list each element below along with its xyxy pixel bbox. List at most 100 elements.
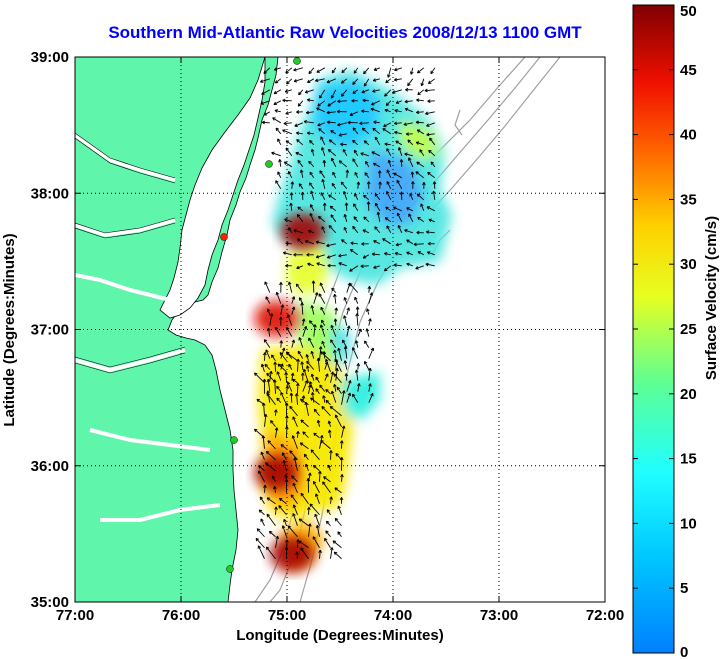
velocity-arrow bbox=[386, 148, 392, 157]
velocity-arrow bbox=[291, 435, 298, 449]
velocity-arrow bbox=[318, 549, 322, 559]
velocity-arrow bbox=[363, 78, 370, 87]
velocity-arrow bbox=[316, 107, 325, 113]
velocity-arrow bbox=[336, 386, 342, 394]
velocity-arrow bbox=[318, 346, 323, 361]
velocity-arrow bbox=[327, 420, 332, 427]
velocity-arrow bbox=[302, 431, 309, 439]
velocity-arrow bbox=[278, 497, 287, 505]
velocity-arrow bbox=[393, 172, 403, 179]
y-tick-label: 36:00 bbox=[31, 458, 69, 475]
velocity-arrow bbox=[273, 100, 282, 106]
velocity-arrow bbox=[361, 89, 369, 94]
velocity-arrow bbox=[279, 316, 283, 326]
velocity-arrow bbox=[274, 427, 279, 438]
velocity-arrow bbox=[298, 89, 304, 96]
velocity-arrow bbox=[258, 470, 265, 482]
velocity-arrow bbox=[273, 486, 277, 493]
velocity-arrow bbox=[274, 409, 278, 416]
velocity-arrow bbox=[297, 159, 304, 168]
velocity-arrow bbox=[330, 89, 337, 99]
velocity-arrow bbox=[367, 286, 372, 293]
velocity-arrow bbox=[265, 296, 271, 304]
velocity-arrow bbox=[330, 157, 337, 168]
velocity-arrow bbox=[345, 169, 350, 178]
station-marker-alert[interactable] bbox=[220, 233, 228, 241]
velocity-arrow bbox=[327, 149, 337, 157]
velocity-arrow bbox=[355, 306, 360, 315]
velocity-arrow bbox=[309, 171, 315, 179]
velocity-arrow bbox=[428, 218, 435, 223]
velocity-arrow bbox=[334, 414, 342, 427]
velocity-arrow bbox=[328, 139, 337, 146]
velocity-arrow bbox=[272, 379, 277, 394]
velocity-arrow bbox=[282, 98, 292, 103]
map-area bbox=[75, 57, 605, 602]
station-marker[interactable] bbox=[230, 436, 238, 444]
velocity-arrow bbox=[361, 127, 370, 135]
velocity-arrow bbox=[264, 363, 271, 370]
velocity-arrow bbox=[387, 159, 392, 167]
velocity-arrow bbox=[287, 525, 298, 538]
y-tick-label: 39:00 bbox=[31, 49, 69, 66]
velocity-arrow bbox=[409, 67, 414, 75]
velocity-arrow bbox=[346, 307, 350, 315]
velocity-arrow bbox=[330, 324, 337, 337]
velocity-arrow bbox=[296, 430, 300, 438]
velocity-arrow bbox=[278, 159, 282, 167]
velocity-arrow bbox=[337, 531, 342, 538]
velocity-arrow bbox=[295, 551, 299, 559]
station-marker[interactable] bbox=[265, 160, 273, 168]
velocity-arrow bbox=[368, 367, 372, 381]
velocity-arrow bbox=[305, 365, 310, 372]
velocity-arrow bbox=[330, 390, 337, 403]
velocity-arrow bbox=[432, 190, 436, 200]
colorbar-tick-label: 40 bbox=[680, 127, 697, 144]
velocity-arrow bbox=[272, 117, 282, 124]
velocity-arrow bbox=[301, 318, 306, 326]
velocity-arrow bbox=[318, 470, 322, 482]
velocity-arrow bbox=[351, 98, 358, 103]
velocity-arrow bbox=[349, 265, 359, 272]
velocity-arrow bbox=[426, 122, 435, 127]
velocity-arrow bbox=[302, 380, 308, 392]
velocity-arrow bbox=[386, 181, 392, 190]
velocity-arrow bbox=[368, 347, 375, 359]
velocity-arrow bbox=[308, 160, 315, 168]
velocity-arrow bbox=[368, 383, 372, 392]
velocity-arrow bbox=[373, 240, 381, 245]
velocity-arrow bbox=[355, 313, 359, 326]
station-marker[interactable] bbox=[293, 57, 301, 65]
velocity-arrow bbox=[352, 393, 359, 403]
y-tick-label: 38:00 bbox=[31, 185, 69, 202]
velocity-arrow bbox=[354, 172, 359, 179]
velocity-arrow bbox=[361, 109, 369, 114]
velocity-arrow bbox=[372, 89, 380, 93]
velocity-arrow bbox=[316, 262, 325, 267]
velocity-hotspot bbox=[254, 300, 299, 337]
velocity-arrow bbox=[284, 426, 289, 438]
velocity-arrow bbox=[255, 537, 265, 549]
velocity-arrow bbox=[281, 452, 287, 460]
velocity-arrow bbox=[366, 201, 371, 211]
velocity-arrow bbox=[276, 397, 282, 403]
velocity-arrow bbox=[307, 229, 314, 234]
station-marker[interactable] bbox=[226, 565, 234, 573]
velocity-arrow bbox=[343, 297, 348, 304]
velocity-arrow bbox=[291, 296, 296, 304]
velocity-arrow bbox=[277, 138, 282, 146]
velocity-arrow bbox=[427, 171, 436, 179]
river-banks bbox=[75, 132, 186, 374]
velocity-arrow bbox=[321, 340, 326, 348]
velocity-arrow bbox=[296, 358, 300, 372]
velocity-arrow bbox=[374, 226, 381, 234]
velocity-arrow bbox=[338, 253, 347, 258]
velocity-arrow bbox=[309, 503, 320, 516]
velocity-arrow bbox=[308, 384, 312, 394]
velocity-arrow bbox=[376, 211, 381, 222]
velocity-arrow bbox=[420, 203, 425, 211]
colorbar: 0 5 10 15 20 25 30 35 40 45 50 Surface Velocity (c… bbox=[632, 3, 720, 659]
velocity-arrow bbox=[333, 373, 342, 384]
velocity-arrow bbox=[323, 476, 331, 483]
velocity-arrow bbox=[274, 78, 282, 84]
